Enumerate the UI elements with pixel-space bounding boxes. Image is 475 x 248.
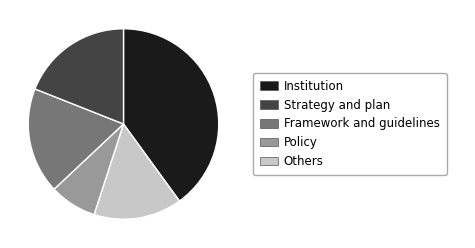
Wedge shape — [124, 29, 218, 201]
Legend: Institution, Strategy and plan, Framework and guidelines, Policy, Others: Institution, Strategy and plan, Framewor… — [253, 73, 446, 175]
Wedge shape — [94, 124, 180, 219]
Wedge shape — [35, 29, 124, 124]
Wedge shape — [28, 89, 124, 189]
Wedge shape — [54, 124, 124, 215]
